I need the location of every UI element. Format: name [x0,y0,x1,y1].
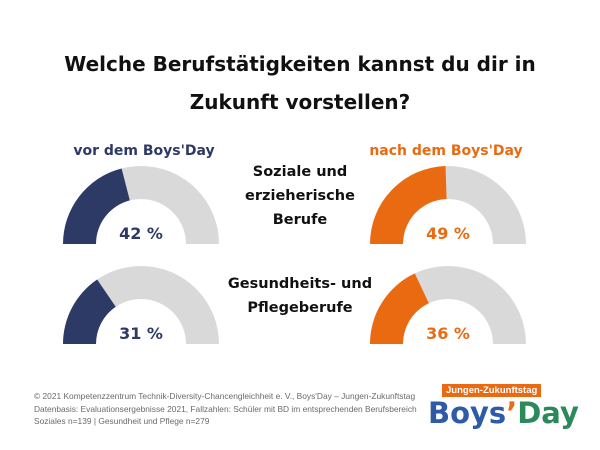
gauge-value-s0-c1 [63,279,116,344]
gauge-value-s1-c0 [370,166,447,244]
gauge-data-label-s1-c1: 36 % [426,324,470,343]
footer-data-basis: Datenbasis: Evaluationsergebnisse 2021, … [34,403,417,414]
gauge-track-s0-c1 [63,266,219,344]
gauge-data-label-s0-c1: 31 % [119,324,163,343]
footer-copyright: © 2021 Kompetenzzentrum Technik-Diversit… [34,391,416,401]
gauge-data-label-s1-c0: 49 % [426,224,470,243]
logo-wordmark: Boys’Day [428,396,579,430]
gauge-value-s1-c1 [370,273,429,344]
boysday-logo: Boys’Day Jungen-Zukunftstag [428,384,579,430]
footer-sample-sizes: Soziales n=139 | Gesundheit und Pflege n… [34,416,210,426]
footer-notes: © 2021 Kompetenzzentrum Technik-Diversit… [34,390,424,428]
gauge-data-label-s0-c0: 42 % [119,224,163,243]
chart-title: Welche Berufstätigkeiten kannst du dir i… [0,45,600,121]
legend-after: nach dem Boys'Day [369,143,523,159]
chart-title-line2: Zukunft vorstellen? [189,90,411,114]
logo-tagline: Jungen-Zukunftstag [442,384,542,397]
gauge-value-s0-c0 [63,168,130,244]
chart-title-line1: Welche Berufstätigkeiten kannst du dir i… [64,52,536,76]
category-label-health: Gesundheits- und Pflegeberufe [227,276,373,316]
legend-before: vor dem Boys'Day [73,143,215,159]
category-label-social: Soziale und erzieherische Berufe [245,164,355,228]
